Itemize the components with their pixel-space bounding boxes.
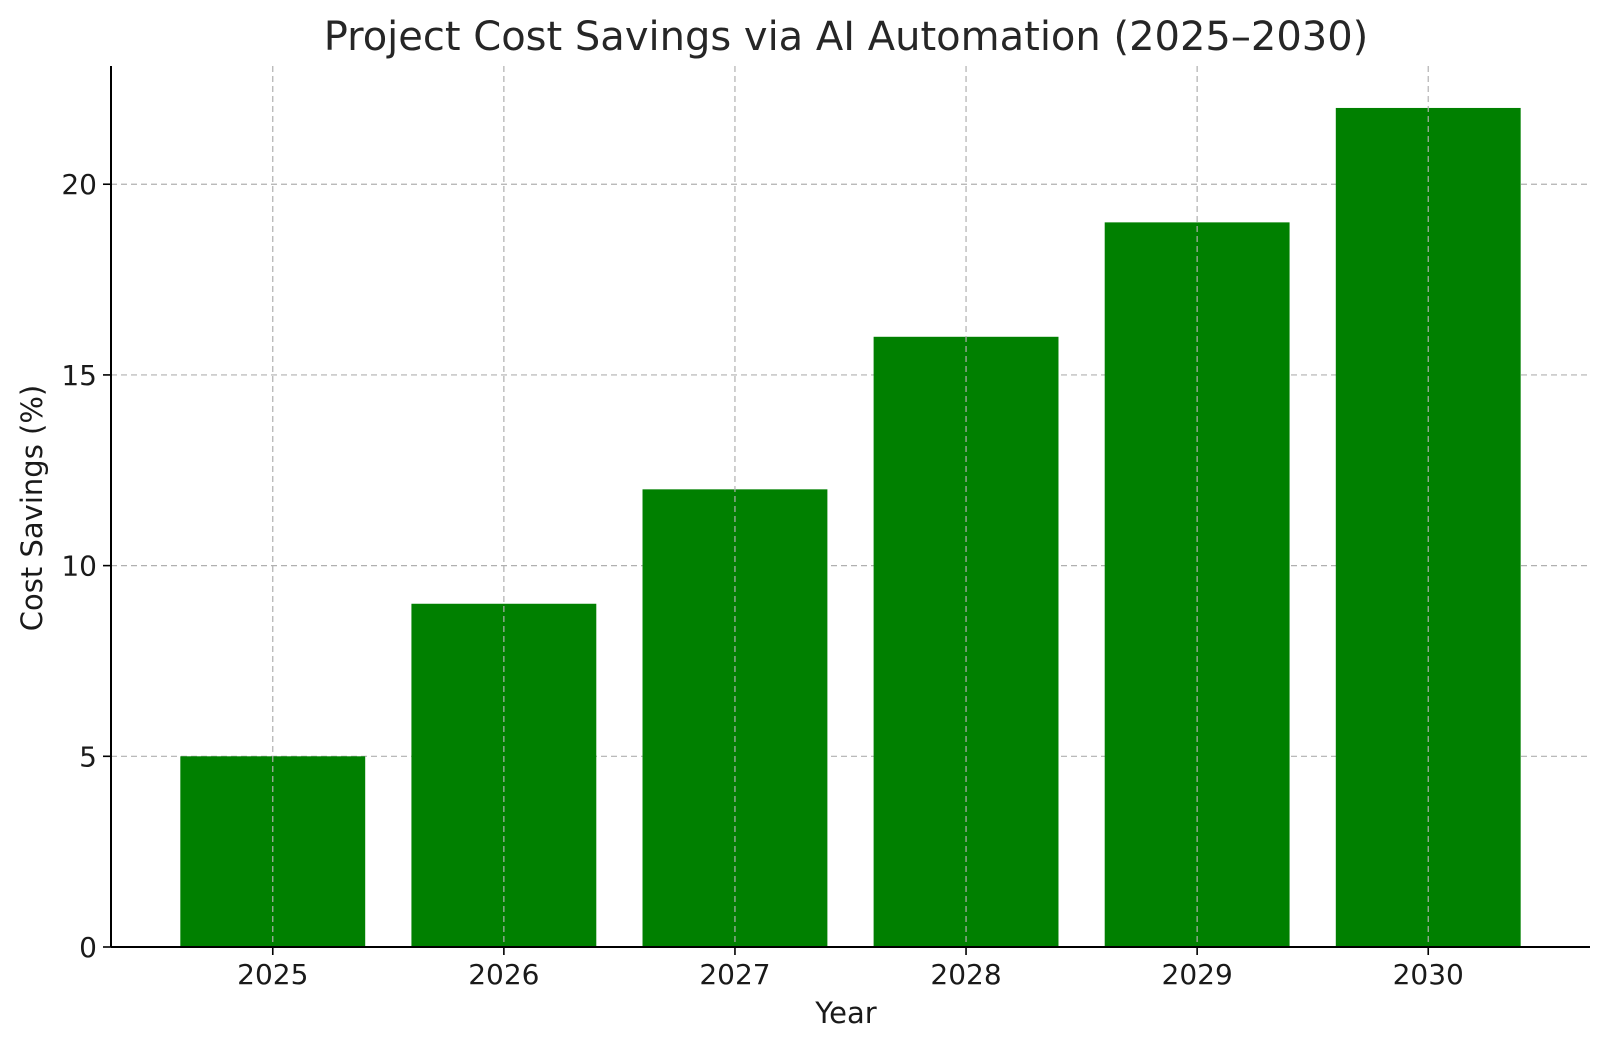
y-axis-label: Cost Savings (%) (15, 385, 49, 631)
bars-layer (180, 107, 1521, 947)
y-tick-label: 10 (61, 550, 97, 583)
ticks-layer: 0 5 10 15 20 2025 2026 2027 2028 2029 2030 (61, 168, 1464, 991)
axes-layer (110, 66, 1590, 948)
x-tick-label: 2028 (930, 958, 1001, 991)
y-tick-label: 15 (61, 359, 97, 392)
x-tick-label: 2027 (699, 958, 770, 991)
vertical-grid-layer (272, 66, 1429, 947)
x-tick-label: 2030 (1393, 958, 1464, 991)
x-tick-label: 2029 (1162, 958, 1233, 991)
x-tick-label: 2026 (468, 958, 539, 991)
y-tick-label: 20 (61, 168, 97, 201)
y-tick-label: 5 (79, 740, 97, 773)
y-tick-label: 0 (79, 931, 97, 964)
x-tick-label: 2025 (237, 958, 308, 991)
x-axis-label: Year (814, 996, 876, 1030)
chart-title: Project Cost Savings via AI Automation (… (324, 14, 1369, 60)
bar-2026 (411, 603, 597, 947)
